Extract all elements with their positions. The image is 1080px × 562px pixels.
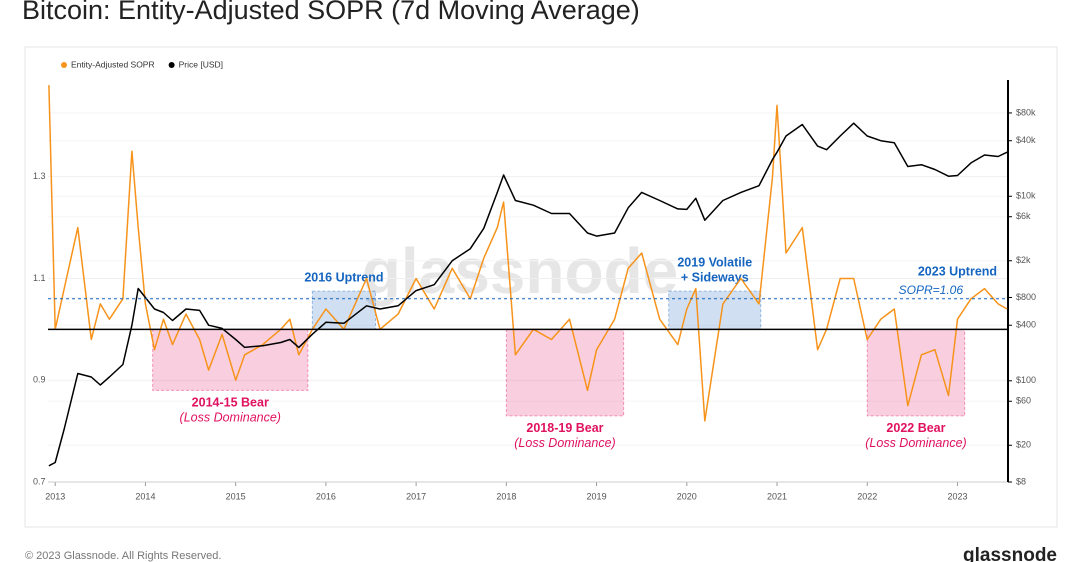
x-tick-label: 2022 bbox=[857, 491, 877, 501]
series-line bbox=[48, 122, 1008, 467]
legend-label: Entity-Adjusted SOPR bbox=[71, 59, 155, 69]
region-label: 2022 Bear bbox=[886, 421, 945, 435]
chart-title: Bitcoin: Entity-Adjusted SOPR (7d Moving… bbox=[22, 0, 640, 25]
y2-tick-label: $100 bbox=[1016, 375, 1036, 385]
y2-tick-label: $20 bbox=[1016, 440, 1031, 450]
region bbox=[668, 290, 762, 330]
y2-tick-label: $6k bbox=[1016, 211, 1031, 221]
x-tick-label: 2018 bbox=[496, 491, 516, 501]
region-label: 2016 Uptrend bbox=[304, 270, 383, 284]
footer: © 2023 Glassnode. All Rights Reserved. bbox=[25, 550, 221, 562]
x-tick-label: 2020 bbox=[677, 491, 697, 501]
y2-tick-label: $8 bbox=[1016, 476, 1026, 486]
y-tick-label: 0.9 bbox=[33, 375, 46, 385]
panel bbox=[24, 46, 1058, 528]
x-tick-label: 2019 bbox=[587, 491, 607, 501]
region-label: 2018-19 Bear bbox=[526, 421, 603, 435]
region bbox=[505, 328, 625, 417]
x-tick-label: 2021 bbox=[767, 491, 787, 501]
legend-swatch bbox=[168, 62, 175, 68]
logo: glassnode bbox=[963, 545, 1057, 562]
y2-tick-label: $40k bbox=[1016, 135, 1036, 145]
y-tick-label: 0.7 bbox=[33, 476, 46, 486]
reference-label: SOPR=1.06 bbox=[899, 283, 964, 297]
y-tick-label: 1.1 bbox=[33, 273, 46, 283]
region-sublabel: (Loss Dominance) bbox=[865, 436, 966, 450]
watermark: glassnode bbox=[362, 235, 679, 307]
y2-tick-label: $80k bbox=[1016, 107, 1036, 117]
series-line bbox=[48, 85, 1008, 422]
region-label: 2014-15 Bear bbox=[192, 396, 269, 410]
region-sublabel: + Sideways bbox=[681, 270, 749, 284]
x-tick-label: 2017 bbox=[406, 491, 426, 501]
y2-tick-label: $10k bbox=[1016, 191, 1036, 201]
y2-tick-label: $800 bbox=[1016, 292, 1036, 302]
y-tick-label: 1.3 bbox=[33, 171, 46, 181]
x-tick-label: 2023 bbox=[947, 491, 967, 501]
x-tick-label: 2016 bbox=[316, 491, 336, 501]
y2-tick-label: $60 bbox=[1016, 396, 1031, 406]
x-tick-label: 2015 bbox=[226, 491, 246, 501]
region-sublabel: (Loss Dominance) bbox=[514, 436, 615, 450]
x-tick-label: 2013 bbox=[45, 491, 65, 501]
region-label: 2019 Volatile bbox=[677, 255, 752, 269]
x-tick-label: 2014 bbox=[135, 491, 155, 501]
legend-swatch bbox=[61, 62, 67, 68]
legend-label: Price [USD] bbox=[179, 59, 223, 69]
annotation: 2023 Uptrend bbox=[918, 265, 997, 279]
y2-tick-label: $2k bbox=[1016, 255, 1031, 265]
y2-tick-label: $400 bbox=[1016, 320, 1036, 330]
region-sublabel: (Loss Dominance) bbox=[180, 411, 281, 425]
